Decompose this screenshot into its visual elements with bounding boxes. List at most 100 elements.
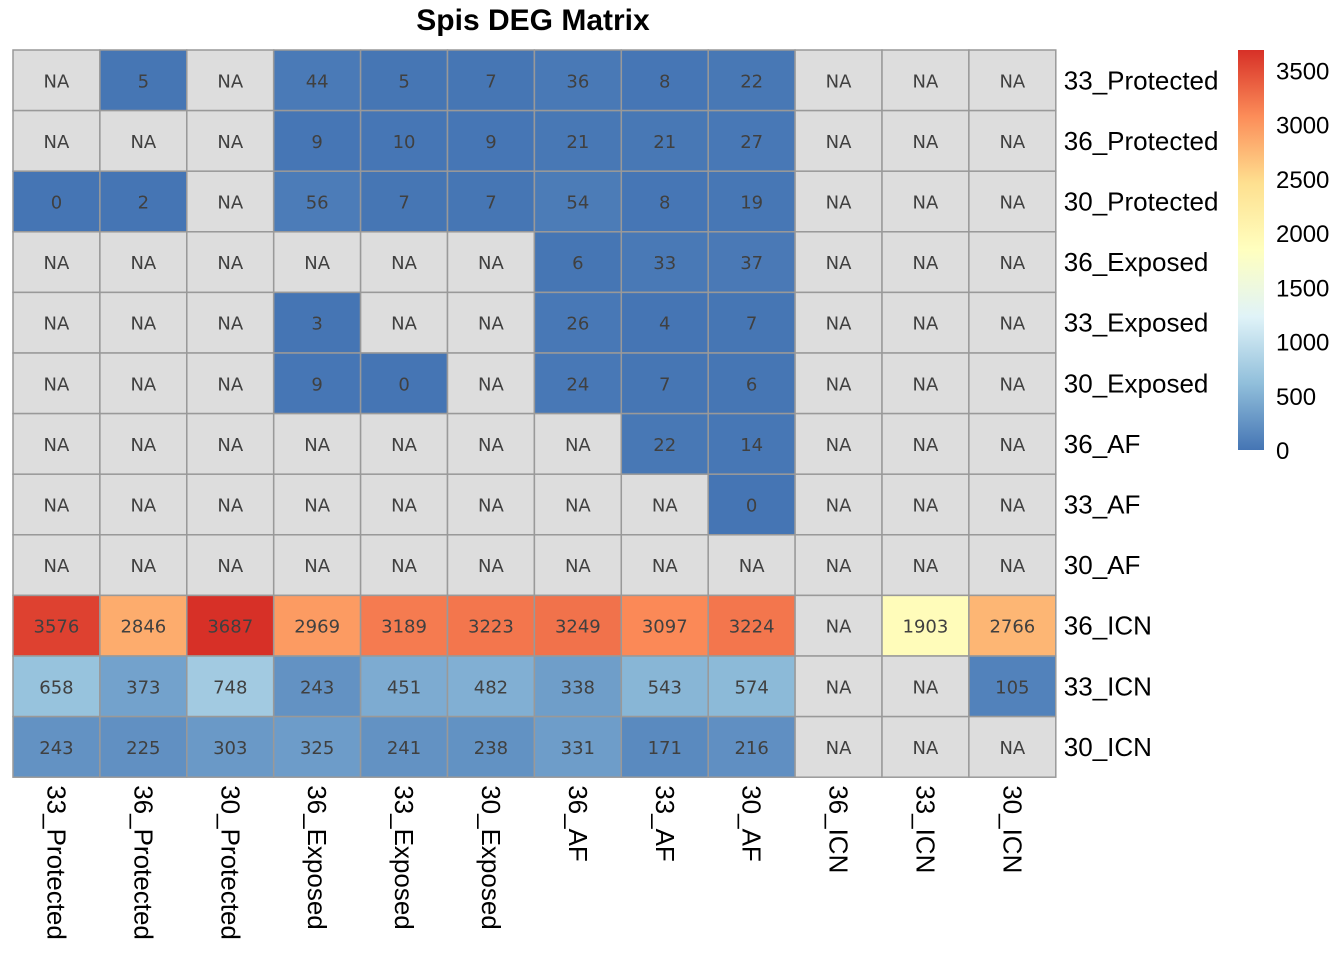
heatmap-cell xyxy=(881,231,970,294)
cell-value-label: NA xyxy=(913,193,939,214)
cell-value-label: 9 xyxy=(311,132,322,153)
cell-value-label: 5 xyxy=(138,71,149,92)
heatmap-cell xyxy=(968,109,1057,172)
row-label: 33_Protected xyxy=(1064,65,1219,95)
cell-value-label: NA xyxy=(826,496,852,517)
row-label: 33_AF xyxy=(1064,490,1141,520)
cell-value-label: NA xyxy=(44,314,70,335)
heatmap-cell xyxy=(968,594,1057,657)
cell-value-label: NA xyxy=(913,738,939,759)
cell-value-label: NA xyxy=(130,374,156,395)
heatmap-cell xyxy=(272,534,362,597)
cell-value-label: NA xyxy=(999,193,1025,214)
cell-value-label: 7 xyxy=(485,71,496,92)
heatmap-cell xyxy=(359,170,449,233)
heatmap-cell xyxy=(881,715,970,778)
heatmap-cell xyxy=(794,231,883,294)
heatmap-cell xyxy=(186,534,275,597)
heatmap-cell xyxy=(968,412,1057,475)
cell-value-label: NA xyxy=(826,435,852,456)
heatmap-cell xyxy=(881,109,970,172)
cell-value-label: NA xyxy=(130,253,156,274)
heatmap-cell xyxy=(272,594,362,657)
heatmap-cell xyxy=(968,534,1057,597)
cell-value-label: NA xyxy=(44,374,70,395)
cell-value-label: NA xyxy=(652,556,678,577)
heatmap-cell xyxy=(533,655,623,718)
cell-value-label: NA xyxy=(44,253,70,274)
column-label: 33_ICN xyxy=(910,785,940,873)
cell-value-label: 2969 xyxy=(294,617,340,638)
row-label: 30_Protected xyxy=(1064,187,1219,217)
cell-value-label: NA xyxy=(999,374,1025,395)
heatmap-cell xyxy=(446,715,536,778)
cell-value-label: NA xyxy=(478,556,504,577)
heatmap-cell xyxy=(620,109,709,172)
cell-value-label: NA xyxy=(999,314,1025,335)
cell-value-label: 8 xyxy=(659,193,670,214)
legend-tick-label: 1500 xyxy=(1276,275,1329,302)
row-label: 30_AF xyxy=(1064,550,1141,580)
cell-value-label: 7 xyxy=(398,193,409,214)
heatmap-cell xyxy=(359,291,449,354)
cell-value-label: NA xyxy=(478,374,504,395)
cell-value-label: NA xyxy=(826,253,852,274)
heatmap-cell xyxy=(446,655,536,718)
cell-value-label: 21 xyxy=(653,132,676,153)
column-label: 30_ICN xyxy=(997,785,1027,873)
legend-tick-label: 500 xyxy=(1276,384,1316,411)
cell-value-label: 7 xyxy=(746,314,757,335)
cell-value-label: NA xyxy=(130,314,156,335)
cell-value-label: NA xyxy=(999,71,1025,92)
cell-value-label: 3223 xyxy=(468,617,514,638)
cell-value-label: NA xyxy=(478,435,504,456)
cell-value-label: NA xyxy=(304,253,330,274)
chart-title: Spis DEG Matrix xyxy=(416,4,650,37)
heatmap-cell xyxy=(12,352,101,415)
heatmap-cell xyxy=(359,594,449,657)
heatmap-cell xyxy=(881,291,970,354)
cell-value-label: NA xyxy=(217,435,243,456)
cell-value-label: NA xyxy=(999,435,1025,456)
heatmap-cell xyxy=(99,534,188,597)
heatmap-cell xyxy=(99,412,188,475)
cell-value-label: NA xyxy=(217,193,243,214)
heatmap-cell xyxy=(272,170,362,233)
cell-value-label: 3 xyxy=(311,314,322,335)
column-label: 36_AF xyxy=(563,785,593,862)
heatmap-cell xyxy=(533,715,623,778)
heatmap-cell xyxy=(446,49,536,112)
cell-value-label: 482 xyxy=(474,677,508,698)
heatmap-cell xyxy=(446,534,536,597)
heatmap-cell xyxy=(533,534,623,597)
cell-value-label: NA xyxy=(130,435,156,456)
cell-value-label: NA xyxy=(913,677,939,698)
cell-value-label: 0 xyxy=(398,374,409,395)
cell-value-label: NA xyxy=(826,738,852,759)
cell-value-label: 241 xyxy=(387,738,421,759)
cell-value-label: NA xyxy=(913,132,939,153)
heatmap-cell xyxy=(968,715,1057,778)
heatmap-cell xyxy=(881,412,970,475)
heatmap-cell xyxy=(533,352,623,415)
row-label: 30_ICN xyxy=(1064,732,1152,762)
heatmap-cell xyxy=(881,594,970,657)
cell-value-label: NA xyxy=(391,496,417,517)
cell-value-label: 3249 xyxy=(555,617,601,638)
cell-value-label: NA xyxy=(913,496,939,517)
cell-value-label: 6 xyxy=(746,374,757,395)
cell-value-label: 7 xyxy=(659,374,670,395)
cell-value-label: 33 xyxy=(653,253,676,274)
cell-value-label: 9 xyxy=(485,132,496,153)
heatmap-cell xyxy=(186,231,275,294)
heatmap-cell xyxy=(533,170,623,233)
heatmap-cell xyxy=(359,412,449,475)
cell-value-label: NA xyxy=(913,314,939,335)
heatmap-cell xyxy=(533,291,623,354)
heatmap-cell xyxy=(620,49,709,112)
heatmap-cell xyxy=(620,352,709,415)
cell-value-label: NA xyxy=(826,314,852,335)
legend-tick-label: 2500 xyxy=(1276,167,1329,194)
cell-value-label: NA xyxy=(44,71,70,92)
